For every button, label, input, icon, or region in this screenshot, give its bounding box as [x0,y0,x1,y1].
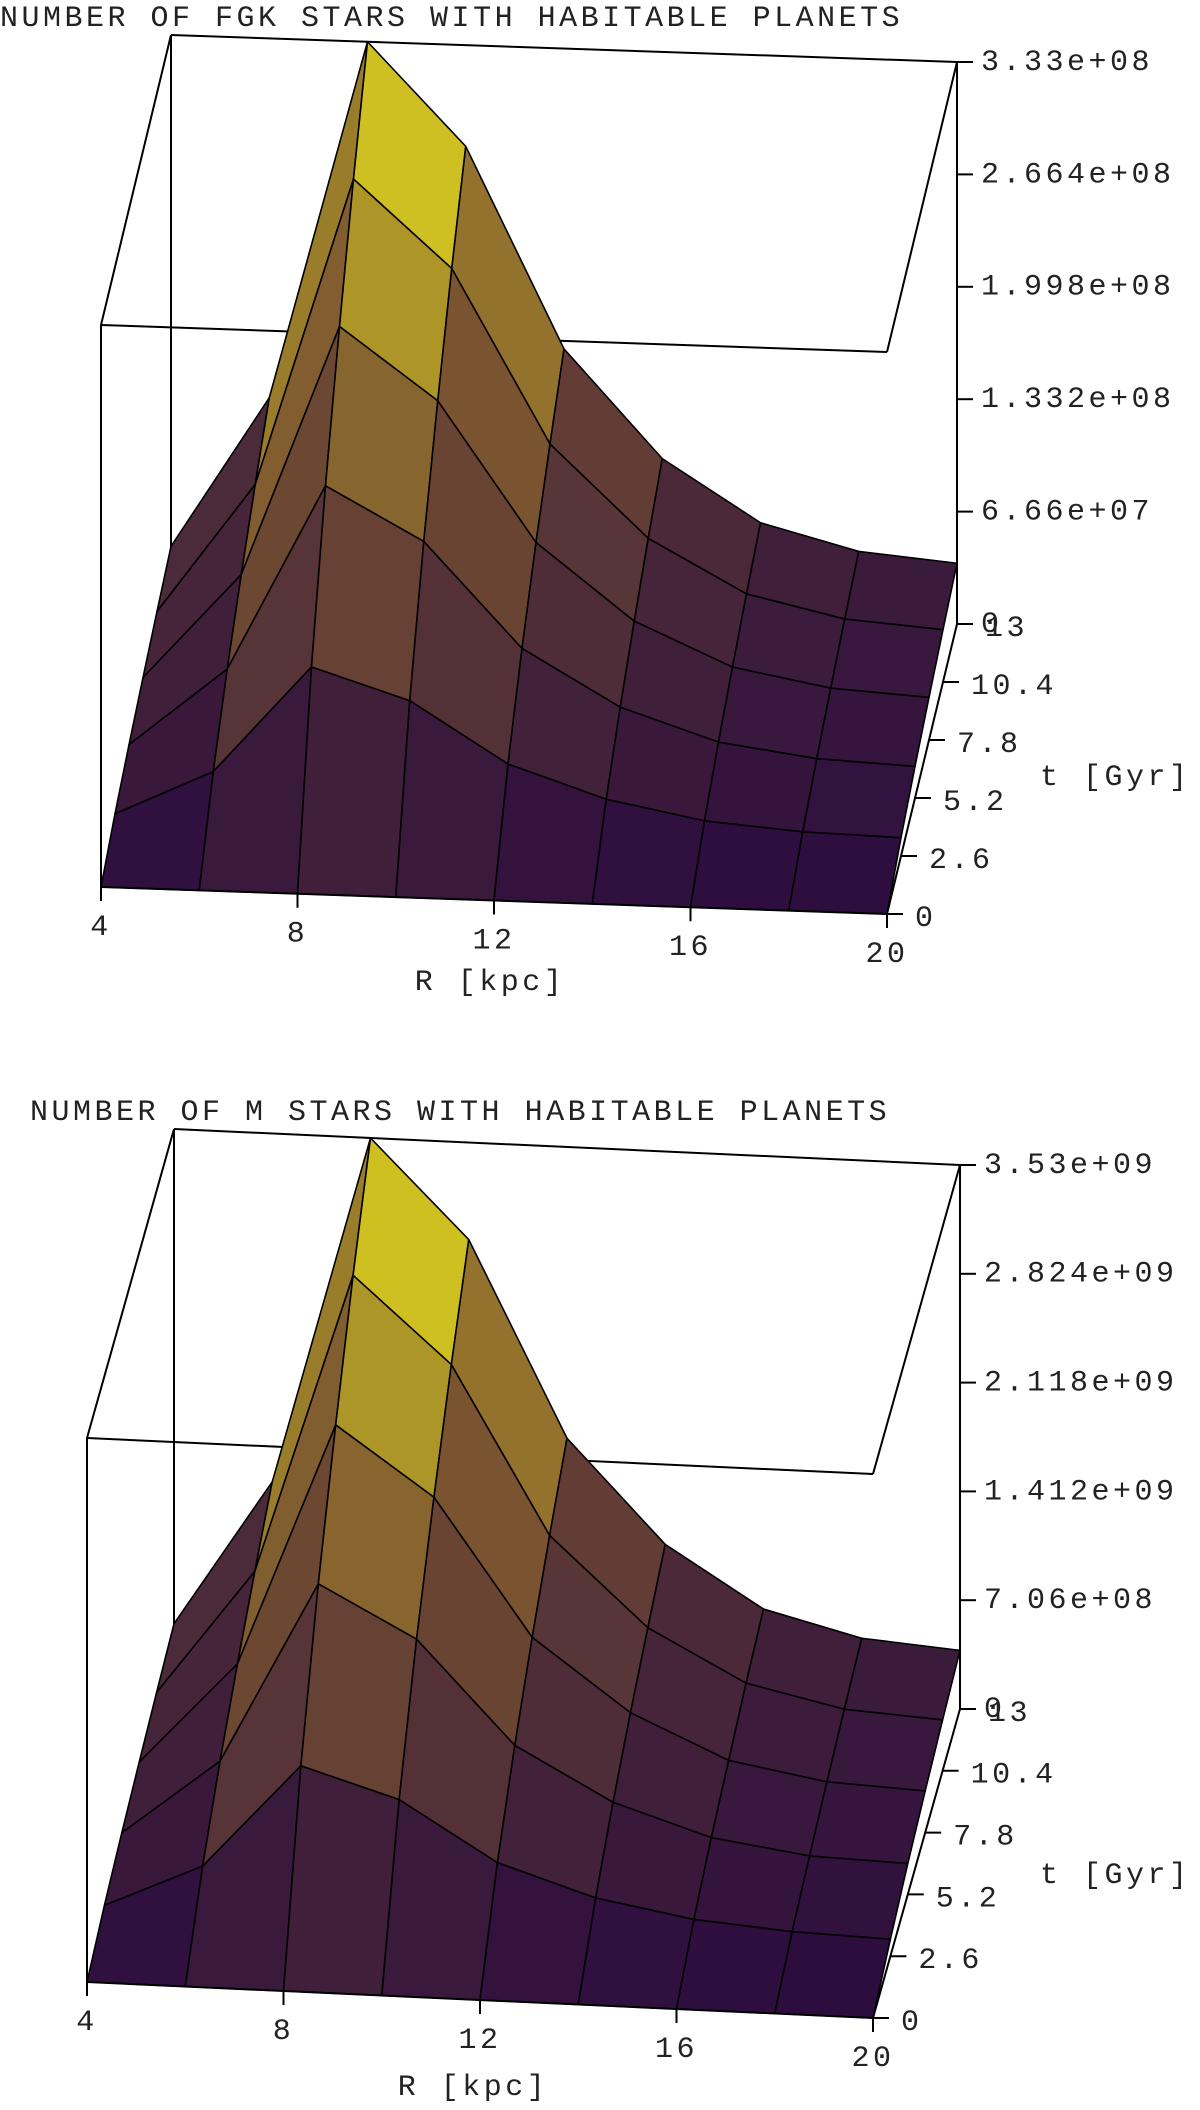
surface-patch [815,687,930,768]
y-tick-label: 5.2 [943,786,1008,820]
z-tick-label: 2.118e+09 [984,1367,1178,1401]
surface-patch [843,550,958,631]
axis-line [872,1708,961,2019]
surface-patch [801,757,916,839]
surface-patch [826,1708,944,1792]
y-axis-label: t [Gyr] [1040,761,1191,795]
x-tick-label: 8 [273,2015,295,2049]
z-tick-label: 7.06e+08 [984,1584,1156,1618]
z-tick-label: 2.824e+09 [984,1258,1178,1292]
z-tick-label: 1.332e+08 [981,383,1175,417]
z-tick-label: 0 [984,1693,1006,1727]
chart-title: NUMBER OF FGK STARS WITH HABITABLE PLANE… [0,2,903,36]
z-tick-label: 3.53e+09 [984,1149,1156,1183]
x-tick-label: 4 [90,911,112,945]
y-tick-label: 2.6 [929,844,994,878]
surface-patch [703,741,818,833]
surface-patch [675,1918,793,2015]
x-tick-label: 20 [851,2042,894,2076]
z-tick-label: 1.998e+08 [981,271,1175,305]
x-tick-label: 8 [287,918,309,952]
z-tick-label: 3.33e+08 [981,46,1153,80]
box-edge [170,34,958,63]
x-tick-label: 16 [655,2033,698,2067]
surface-patch [787,831,902,915]
y-tick-label: 5.2 [936,1882,1001,1916]
surface-patch [282,1765,400,1997]
x-tick-label: 4 [76,2006,98,2040]
surface-patch [791,1855,909,1941]
surface-patch [808,1781,927,1865]
z-tick-label: 0 [981,608,1003,642]
y-tick-label: 0 [901,2006,923,2040]
axis-line [100,886,888,915]
y-tick-label: 7.8 [957,728,1022,762]
surface-patch [843,1637,961,1721]
box-edge [886,61,958,353]
z-tick-label: 2.664e+08 [981,158,1175,192]
y-axis-label: t [Gyr] [1040,1859,1191,1893]
x-tick-label: 12 [458,2024,501,2058]
z-tick-label: 6.66e+07 [981,496,1153,530]
axis-line [886,623,958,915]
surface-patch [773,1930,892,2019]
y-tick-label: 0 [915,902,937,936]
chart-title: NUMBER OF M STARS WITH HABITABLE PLANETS [30,1096,890,1130]
x-tick-label: 12 [472,924,515,958]
y-tick-label: 7.8 [953,1821,1018,1855]
x-axis-label: R [kpc] [415,966,566,1000]
surface-patch [689,820,804,912]
y-tick-label: 13 [988,1697,1031,1731]
axis-line [86,1981,874,2019]
box-edge [86,1128,175,1439]
box-edge [173,1128,961,1166]
x-tick-label: 16 [669,931,712,965]
y-tick-label: 10.4 [971,1759,1057,1793]
surface-patch [829,618,944,699]
x-axis-label: R [kpc] [398,2071,549,2105]
y-tick-label: 2.6 [918,1944,983,1978]
box-edge [100,34,172,326]
y-tick-label: 13 [985,612,1028,646]
z-tick-label: 1.412e+09 [984,1475,1178,1509]
x-tick-label: 20 [865,938,908,972]
y-tick-label: 10.4 [971,670,1057,704]
surface-patch [296,666,411,898]
box-edge [872,1164,961,1475]
